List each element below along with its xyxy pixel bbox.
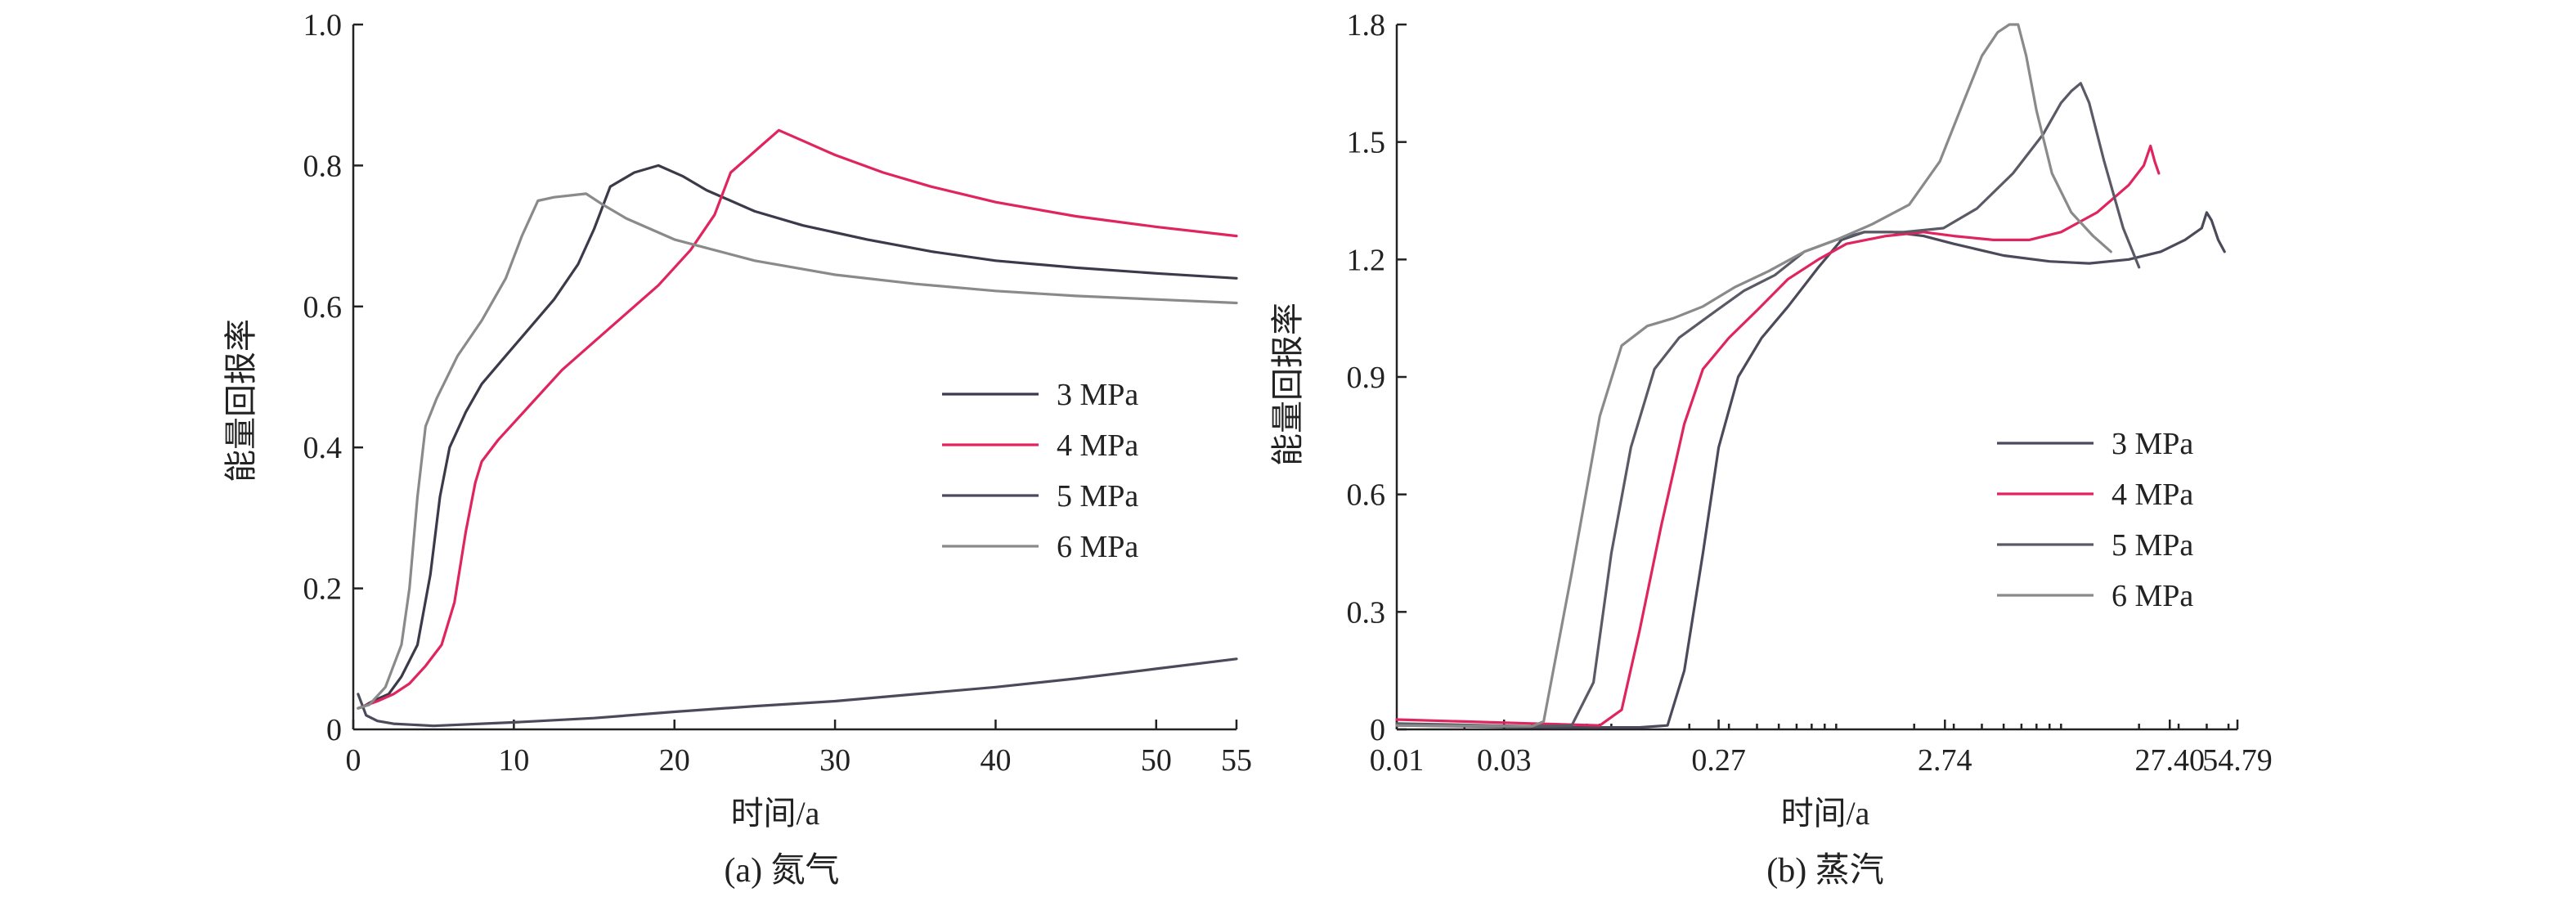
legend-label: 6 MPa xyxy=(1057,530,1138,564)
y-tick-label: 1.2 xyxy=(1347,243,1386,277)
panel-caption-b: (b) 蒸汽 xyxy=(1766,852,1883,890)
x-axis-title-a: 时间/a xyxy=(731,795,820,832)
series-line-5mpa xyxy=(357,657,1238,728)
series-line-4mpa xyxy=(1395,144,2161,727)
y-tick-label-origin: 0 xyxy=(326,713,342,747)
x-axis-title-b: 时间/a xyxy=(1781,795,1870,832)
series-layer-b xyxy=(1395,23,2226,729)
series-line-4mpa xyxy=(357,128,1238,710)
y-tick-label: 0.8 xyxy=(303,149,343,183)
y-tick-label: 1.0 xyxy=(303,8,343,43)
y-tick-label: 0.3 xyxy=(1347,595,1386,630)
y-tick-label: 0 xyxy=(1370,713,1385,747)
x-tick-label: 40 xyxy=(980,743,1011,778)
y-tick-label: 0.6 xyxy=(303,290,343,325)
legend-label: 5 MPa xyxy=(2112,528,2193,563)
series-line-6mpa xyxy=(357,192,1238,710)
legend-label: 4 MPa xyxy=(2112,478,2193,512)
y-tick-label: 0.9 xyxy=(1347,361,1386,395)
series-layer-a xyxy=(357,128,1238,728)
y-tick-label: 0.6 xyxy=(1347,478,1386,513)
x-tick-label: 0.27 xyxy=(1691,743,1746,778)
legend-label: 3 MPa xyxy=(2112,427,2193,461)
legend-label: 6 MPa xyxy=(2112,579,2193,613)
y-tick-label: 1.8 xyxy=(1347,8,1386,43)
x-tick-label: 0.01 xyxy=(1370,743,1425,778)
chart-panel-nitrogen: 0 10 20 30 40 50 55 0.2 0.4 0.6 0.8 1.0 0 3 MPa 4 MPa… xyxy=(222,8,1252,890)
series-line-5mpa xyxy=(1395,82,2141,728)
series-line-3mpa xyxy=(357,164,1238,710)
x-tick-label: 54.79 xyxy=(2202,743,2273,778)
y-tick-label: 0.2 xyxy=(303,572,343,607)
legend-b: 3 MPa 4 MPa 5 MPa 6 MPa xyxy=(1997,427,2193,613)
legend-label: 5 MPa xyxy=(1057,479,1138,514)
y-tick-label: 0.4 xyxy=(303,431,343,465)
legend-label: 3 MPa xyxy=(1057,378,1138,412)
x-tick-label: 2.74 xyxy=(1918,743,1972,778)
x-tick-label: 30 xyxy=(819,743,850,778)
legend-label: 4 MPa xyxy=(1057,428,1138,463)
x-tick-label: 50 xyxy=(1141,743,1172,778)
series-line-3mpa xyxy=(1395,211,2226,729)
x-tick-label: 0 xyxy=(346,743,361,778)
legend-a: 3 MPa 4 MPa 5 MPa 6 MPa xyxy=(942,378,1138,564)
panel-caption-a: (a) 氮气 xyxy=(724,852,839,890)
x-tick-label: 0.03 xyxy=(1477,743,1532,778)
axes-a: 0 10 20 30 40 50 55 0.2 0.4 0.6 0.8 1.0 0 xyxy=(303,8,1253,778)
x-tick-label: 55 xyxy=(1221,743,1252,778)
x-tick-label: 10 xyxy=(498,743,529,778)
y-tick-label: 1.5 xyxy=(1347,126,1386,160)
y-axis-title-a: 能量回报率 xyxy=(222,319,259,482)
x-tick-label: 20 xyxy=(659,743,690,778)
x-tick-label: 27.40 xyxy=(2135,743,2206,778)
y-axis-title-b: 能量回报率 xyxy=(1269,303,1306,466)
series-line-6mpa xyxy=(1395,23,2112,728)
